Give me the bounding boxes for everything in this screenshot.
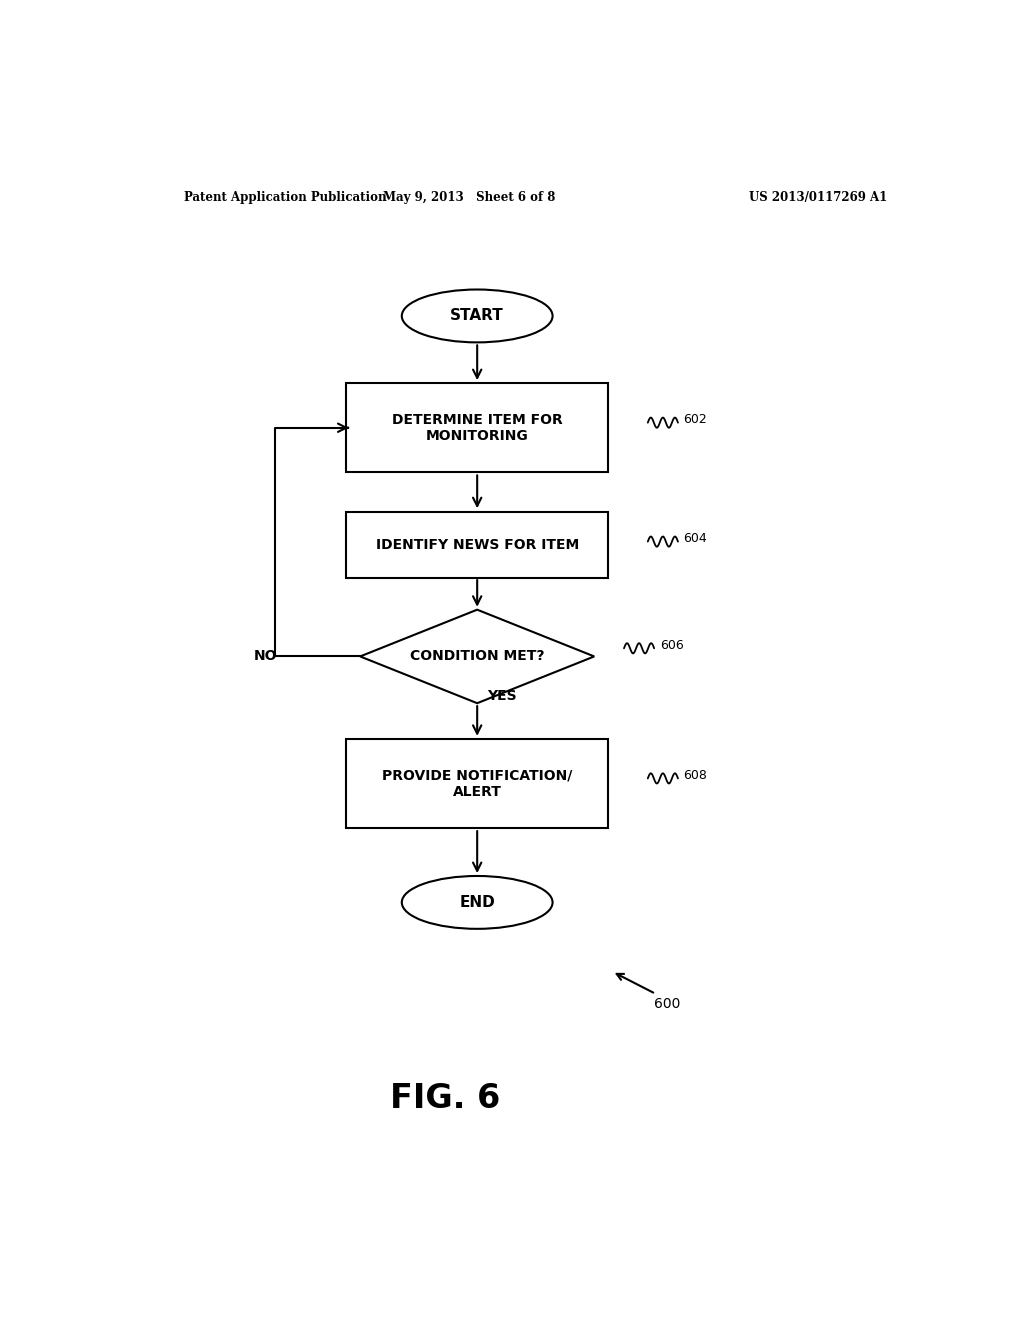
Text: START: START bbox=[451, 309, 504, 323]
Bar bbox=[346, 739, 608, 828]
Text: PROVIDE NOTIFICATION/
ALERT: PROVIDE NOTIFICATION/ ALERT bbox=[382, 768, 572, 799]
Text: 608: 608 bbox=[684, 768, 708, 781]
Text: FIG. 6: FIG. 6 bbox=[390, 1082, 501, 1115]
Text: Patent Application Publication: Patent Application Publication bbox=[183, 190, 386, 203]
Text: CONDITION MET?: CONDITION MET? bbox=[410, 649, 545, 664]
Text: DETERMINE ITEM FOR
MONITORING: DETERMINE ITEM FOR MONITORING bbox=[392, 413, 562, 442]
Text: 604: 604 bbox=[684, 532, 708, 545]
Bar bbox=[346, 383, 608, 473]
Text: NO: NO bbox=[254, 649, 278, 664]
Text: 606: 606 bbox=[659, 639, 683, 652]
Bar bbox=[346, 512, 608, 578]
Text: IDENTIFY NEWS FOR ITEM: IDENTIFY NEWS FOR ITEM bbox=[376, 537, 579, 552]
Text: YES: YES bbox=[486, 689, 516, 704]
Text: May 9, 2013   Sheet 6 of 8: May 9, 2013 Sheet 6 of 8 bbox=[383, 190, 555, 203]
Text: 600: 600 bbox=[654, 997, 681, 1011]
Text: US 2013/0117269 A1: US 2013/0117269 A1 bbox=[750, 190, 888, 203]
Text: END: END bbox=[460, 895, 495, 909]
Text: 602: 602 bbox=[684, 413, 708, 426]
